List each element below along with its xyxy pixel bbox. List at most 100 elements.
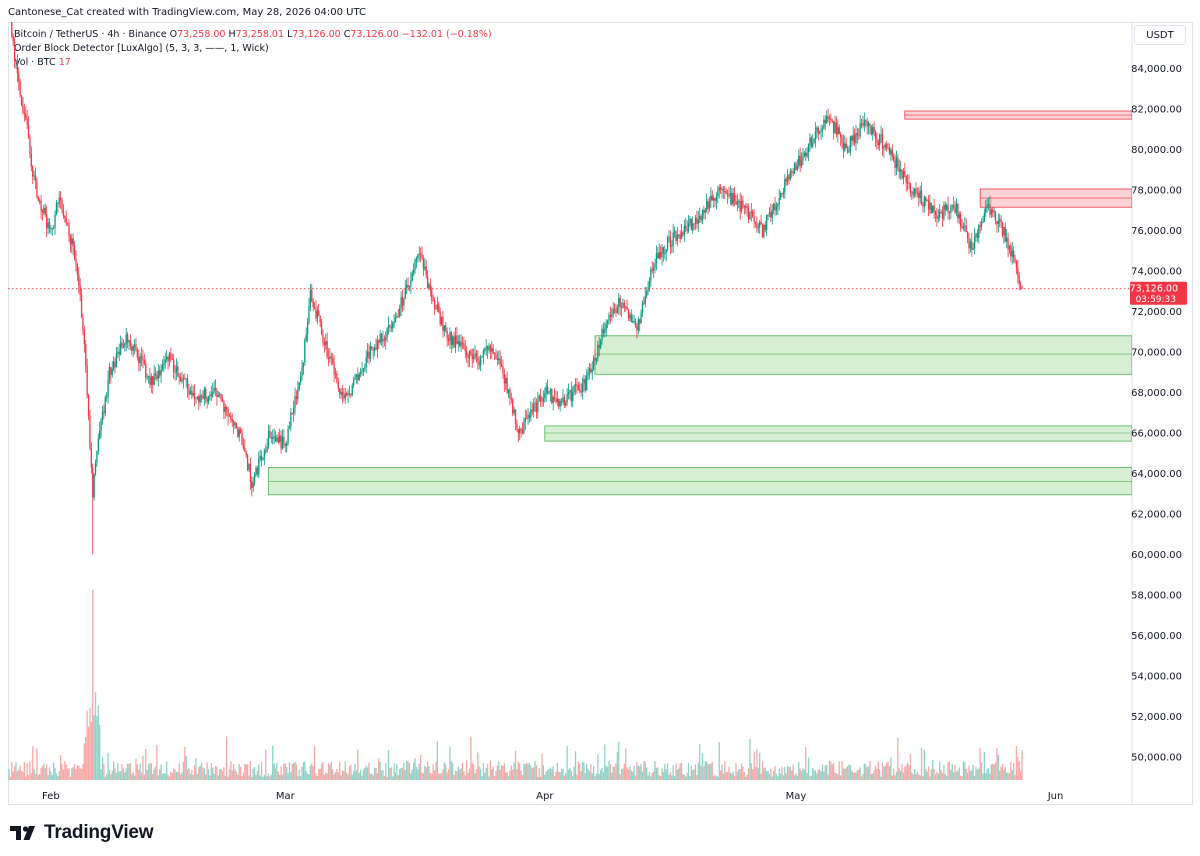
- candle-body: [697, 219, 699, 224]
- candle-body: [657, 253, 659, 259]
- candle-body: [913, 188, 916, 196]
- volume-bar: [925, 768, 927, 780]
- volume-bar: [66, 768, 69, 780]
- volume-bar: [953, 772, 955, 780]
- volume-bar: [542, 765, 545, 780]
- volume-bar: [159, 769, 161, 780]
- volume-label[interactable]: Vol · BTC: [14, 57, 56, 68]
- volume-bar: [256, 771, 259, 780]
- volume-bar: [911, 772, 913, 780]
- volume-bar: [865, 764, 867, 780]
- candle-body: [686, 228, 688, 231]
- candle-body: [622, 302, 624, 309]
- candle-body: [346, 393, 348, 396]
- candle-body: [72, 238, 74, 247]
- candle-body: [153, 373, 155, 385]
- candle-body: [516, 424, 518, 429]
- candle-body: [920, 190, 923, 205]
- candle-body: [781, 193, 783, 195]
- volume-bar: [279, 775, 281, 780]
- candle-body: [203, 388, 205, 399]
- volume-bar: [223, 767, 225, 780]
- candle-body: [1021, 286, 1023, 289]
- volume-bar: [955, 771, 958, 780]
- candle-body: [973, 236, 976, 249]
- volume-bar: [485, 767, 487, 780]
- volume-bar: [259, 775, 261, 780]
- indicator-label[interactable]: Order Block Detector [LuxAlgo] (5, 3, 3,…: [14, 43, 269, 54]
- candle-body: [1004, 227, 1006, 242]
- candle-body: [171, 358, 173, 360]
- volume-bar: [634, 775, 637, 780]
- candle-body: [630, 314, 632, 323]
- candle-body: [1017, 267, 1019, 276]
- volume-bar: [39, 774, 41, 780]
- volume-bar: [551, 768, 553, 780]
- close-value: 73,126.00: [350, 29, 399, 40]
- volume-bar: [574, 751, 577, 780]
- volume-bar: [881, 762, 884, 780]
- volume-bar: [479, 768, 482, 780]
- candle-body: [785, 179, 787, 182]
- candle-body: [59, 197, 62, 200]
- candle-body: [138, 357, 140, 364]
- candle-body: [993, 211, 995, 213]
- candle-body: [463, 343, 465, 349]
- candle-body: [544, 393, 546, 398]
- volume-bar: [503, 763, 505, 780]
- volume-bar: [597, 754, 599, 780]
- candle-body: [714, 197, 716, 202]
- candle-body: [167, 356, 169, 362]
- volume-bar: [566, 746, 568, 780]
- candle-body: [445, 325, 447, 331]
- candle-body: [234, 422, 236, 426]
- indicator-legend[interactable]: Order Block Detector [LuxAlgo] (5, 3, 3,…: [14, 43, 269, 54]
- candle-body: [526, 418, 528, 420]
- volume-bar: [749, 739, 751, 780]
- volume-bar: [150, 763, 152, 780]
- candle-body: [322, 334, 324, 342]
- candle-body: [82, 317, 84, 331]
- candle-body: [654, 263, 656, 268]
- volume-bar: [576, 774, 578, 780]
- volume-bar: [544, 774, 546, 780]
- volume-bar: [916, 771, 919, 780]
- volume-bar: [802, 768, 804, 780]
- candle-body: [309, 289, 312, 307]
- symbol-label[interactable]: Bitcoin / TetherUS · 4h · Binance: [14, 29, 167, 40]
- candle-body: [99, 430, 101, 439]
- volume-bar: [235, 771, 238, 780]
- volume-bar: [731, 773, 733, 780]
- volume-bar: [696, 774, 698, 780]
- volume-bar: [40, 767, 42, 780]
- y-tick-label: 54,000.00: [1131, 672, 1182, 683]
- volume-bar: [971, 770, 973, 780]
- candle-body: [61, 199, 63, 211]
- volume-bar: [891, 775, 893, 780]
- candle-body: [89, 415, 91, 448]
- volume-bar: [234, 769, 236, 780]
- candle-body: [224, 406, 226, 412]
- currency-button[interactable]: USDT: [1134, 25, 1186, 45]
- volume-bar: [320, 763, 323, 780]
- candle-body: [503, 373, 505, 384]
- volume-bar: [156, 744, 158, 780]
- volume-bar: [703, 766, 705, 780]
- volume-bar: [793, 775, 796, 780]
- volume-bar: [263, 774, 265, 780]
- candle-body: [280, 435, 282, 449]
- volume-legend[interactable]: Vol · BTC 17: [14, 57, 71, 68]
- candle-body: [796, 165, 799, 171]
- candle-body: [33, 175, 35, 177]
- volume-bar: [403, 762, 405, 780]
- price-legend[interactable]: Bitcoin / TetherUS · 4h · Binance O73,25…: [14, 29, 492, 40]
- volume-bar: [468, 768, 471, 780]
- candle-body: [874, 132, 877, 139]
- volume-bar: [657, 767, 659, 780]
- volume-bar: [560, 768, 563, 780]
- high-value: 73,258.01: [235, 29, 285, 40]
- volume-bar: [364, 767, 366, 780]
- volume-bar: [330, 761, 332, 780]
- candle-body: [618, 298, 620, 307]
